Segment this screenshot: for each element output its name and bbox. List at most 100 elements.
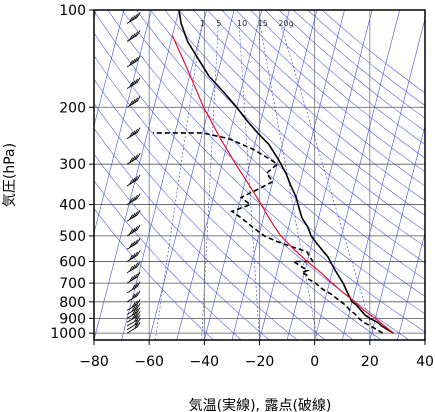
wind-barb-flag [134, 304, 138, 311]
isotherm-line [204, 10, 290, 340]
x-tick-label: 40 [416, 354, 434, 370]
wind-barb [126, 193, 141, 205]
wind-barb-flag [131, 33, 136, 39]
isotherm-line [314, 10, 400, 340]
wind-barb [126, 299, 141, 311]
dry-adiabat-line [94, 10, 425, 333]
wind-barb-flag [129, 157, 133, 163]
mixing-ratio-line [154, 23, 203, 340]
y-tick-label: 1000 [50, 326, 86, 342]
wind-barb [126, 30, 141, 42]
wind-barb-flag [134, 57, 138, 63]
mixing-ratio-label: 15 [258, 19, 268, 28]
y-tick-label: 700 [59, 276, 86, 292]
dry-adiabat-line [135, 10, 425, 280]
dry-adiabat-line [207, 10, 425, 202]
wind-barb-flag [136, 310, 141, 317]
x-tick-label: −60 [134, 354, 164, 370]
wind-barb-flag [134, 312, 138, 318]
dry-adiabat-line [164, 10, 425, 247]
dry-adiabat-line [121, 10, 425, 297]
dry-adiabat-line [94, 153, 270, 340]
wind-barb [126, 238, 141, 250]
x-tick-label: −80 [79, 354, 109, 370]
wind-barb-flag [136, 209, 141, 216]
wind-barb-flag [129, 276, 133, 282]
dry-adiabat-line [107, 10, 425, 315]
wind-barb-flag [134, 308, 138, 315]
wind-barb [126, 307, 141, 319]
wind-barb-staff [126, 326, 138, 334]
dry-adiabat-line [94, 180, 242, 340]
wind-barb-flag [136, 127, 141, 133]
y-tick-label: 400 [59, 198, 86, 214]
wind-barb [126, 127, 141, 139]
wind-barb [126, 271, 141, 284]
y-tick-label: 800 [59, 295, 86, 311]
wind-barb [126, 55, 141, 68]
isotherm-line [176, 10, 263, 340]
wind-barb [126, 310, 141, 323]
x-tick-label: −40 [190, 354, 220, 370]
wind-barb-flag [134, 13, 138, 20]
wind-barb-flag [129, 229, 133, 235]
wind-barb-flag [129, 197, 133, 204]
isotherm-line [424, 338, 425, 340]
isotherm-line [148, 10, 235, 340]
dry-adiabat-line [235, 10, 425, 173]
wind-barb-flag [129, 131, 133, 138]
wind-barb-flag [131, 212, 136, 219]
dry-adiabat-line [264, 10, 425, 145]
wind-barb-staff [126, 319, 138, 327]
wind-barb-flag [134, 78, 138, 85]
wind-barb-flag [129, 34, 133, 41]
isotherm-line [231, 10, 318, 340]
wind-barb [126, 250, 141, 262]
wind-barb-flag [131, 306, 136, 312]
wind-barb-flag [136, 314, 141, 321]
wind-barb-flag [134, 319, 138, 326]
wind-barb-flag [136, 307, 141, 313]
wind-barb-flag [134, 262, 138, 269]
wind-barb [126, 303, 141, 315]
mixing-ratio-line [201, 23, 219, 340]
dry-adiabat-line [250, 10, 425, 159]
mixing-ratio-label: 20g [278, 19, 293, 28]
dry-adiabat-line [94, 127, 298, 340]
wind-barb-flag [131, 264, 136, 270]
wind-barb [126, 152, 141, 165]
x-tick-label: −20 [245, 354, 275, 370]
wind-barb-flag [131, 313, 136, 320]
wind-barb [126, 96, 141, 108]
y-axis-title: 気圧(hPa) [2, 143, 18, 207]
wind-barb [126, 209, 141, 222]
isotherm-line [94, 10, 125, 128]
mixing-ratio-line [280, 23, 376, 340]
wind-barb-flag [131, 302, 136, 308]
wind-barb [126, 290, 141, 303]
wind-barb-flag [131, 274, 136, 281]
isotherm-line [369, 124, 425, 340]
wind-barb-flag [136, 250, 141, 256]
wind-barb-flag [136, 174, 141, 181]
wind-barb-flag [136, 193, 141, 199]
dry-adiabat-line [94, 32, 410, 340]
wind-barb-flag [136, 261, 141, 267]
dry-adiabat-line [150, 10, 425, 264]
wind-barb-flag [131, 58, 136, 65]
isotherm-line [259, 10, 345, 340]
wind-barb-flag [136, 271, 141, 278]
series [152, 10, 395, 334]
wind-barb-flag [129, 214, 133, 220]
wind-barb-flag [134, 226, 138, 232]
wind-barb-flag [136, 77, 141, 83]
wind-barb-flag [131, 99, 136, 105]
x-tick-label: 0 [310, 354, 319, 370]
wind-barb-flag [131, 130, 136, 136]
parcel-series-line [171, 35, 395, 334]
wind-barb-flag [136, 12, 141, 18]
isotherm-line [397, 231, 425, 340]
wind-barb-flag [136, 224, 141, 231]
wind-barb-flag [131, 155, 136, 162]
wind-barb-flag [134, 316, 138, 322]
